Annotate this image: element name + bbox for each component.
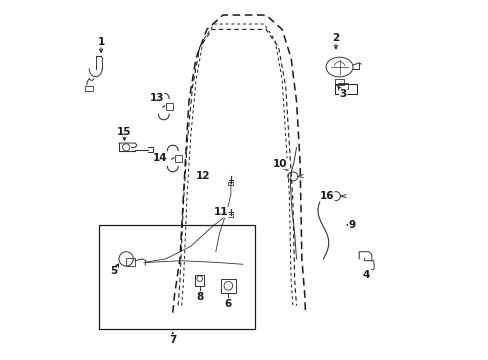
- Text: 8: 8: [196, 292, 203, 302]
- Text: 13: 13: [149, 93, 163, 103]
- Text: 10: 10: [273, 159, 287, 169]
- Text: 5: 5: [110, 266, 117, 276]
- Text: 4: 4: [362, 270, 369, 280]
- Text: 1: 1: [97, 37, 104, 47]
- Text: 11: 11: [214, 207, 228, 217]
- Text: 15: 15: [117, 127, 131, 136]
- Text: 6: 6: [224, 299, 231, 309]
- Text: 7: 7: [169, 334, 176, 345]
- Text: 2: 2: [332, 33, 339, 43]
- Text: 16: 16: [319, 191, 333, 201]
- Text: 3: 3: [339, 89, 346, 99]
- Text: 14: 14: [153, 153, 167, 163]
- Text: 9: 9: [348, 220, 355, 230]
- Text: 12: 12: [196, 171, 210, 181]
